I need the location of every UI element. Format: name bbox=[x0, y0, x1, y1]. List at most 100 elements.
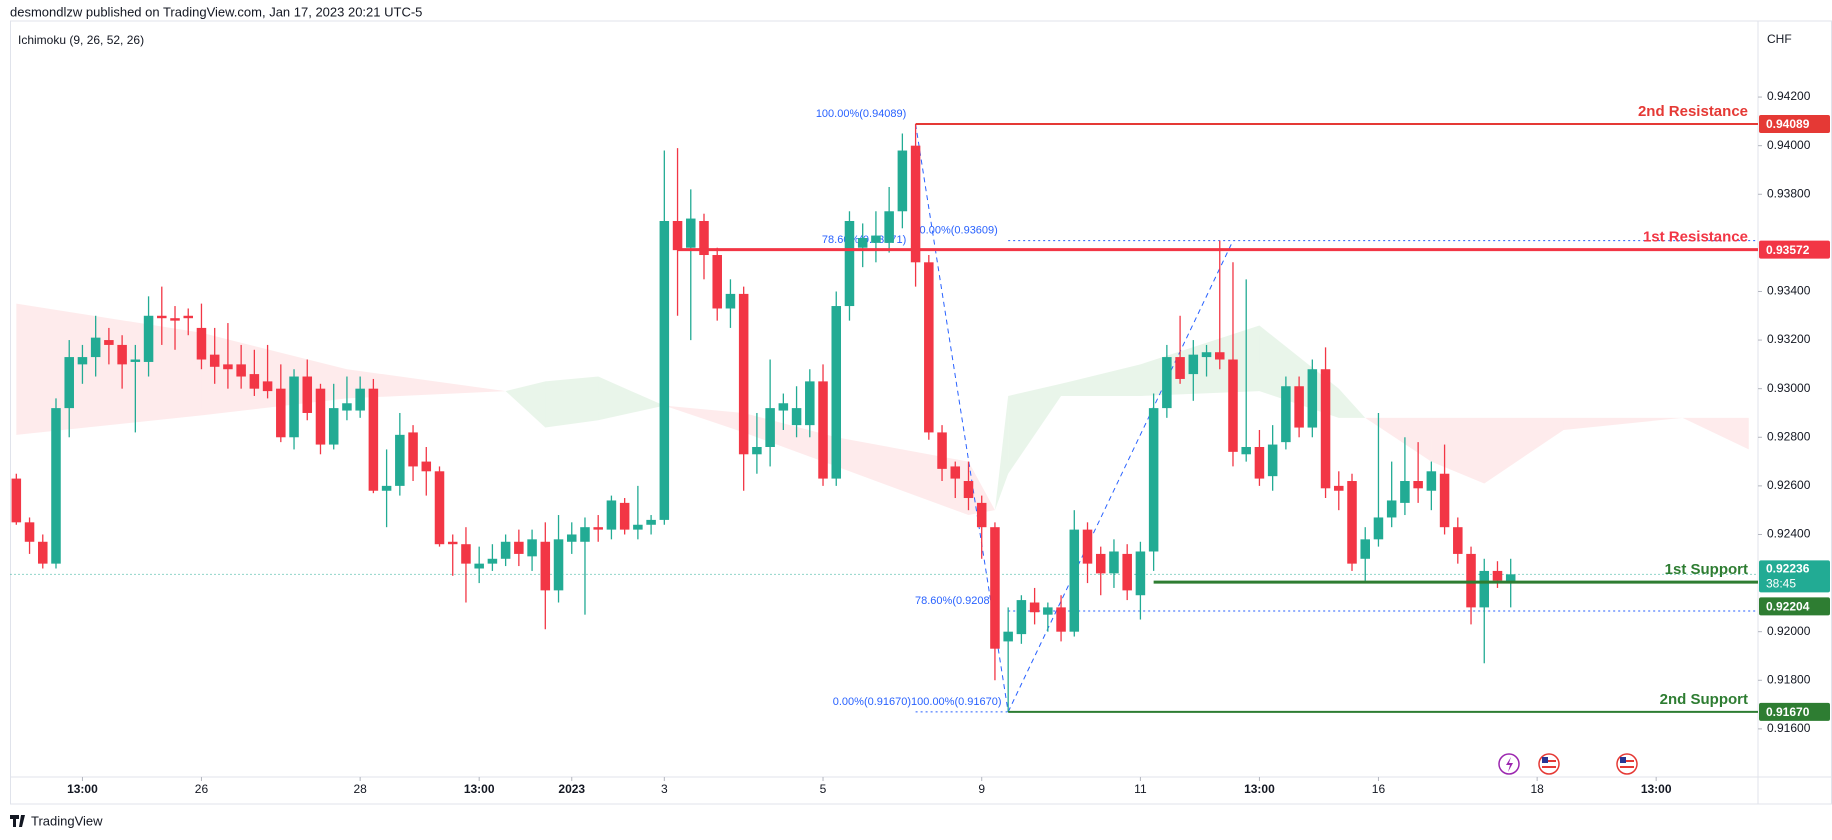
candle-body bbox=[64, 357, 74, 409]
ichimoku-cloud bbox=[598, 376, 665, 421]
candle-body bbox=[1439, 473, 1450, 528]
candle-body bbox=[196, 327, 207, 360]
ichimoku-cloud bbox=[346, 369, 506, 399]
x-tick-label: 5 bbox=[820, 782, 827, 796]
flag-stripe bbox=[1620, 760, 1634, 762]
candle-body bbox=[990, 527, 1000, 649]
candle-body bbox=[950, 466, 961, 479]
fib-label: 78.60%(0.9208 bbox=[915, 595, 990, 607]
x-tick-label: 13:00 bbox=[1244, 782, 1275, 796]
candle-body bbox=[1029, 602, 1040, 613]
candle-body bbox=[434, 471, 445, 545]
level-name: 1st Support bbox=[1665, 561, 1748, 578]
last-price-label: 0.92236 bbox=[1766, 562, 1810, 576]
candle-body bbox=[1360, 539, 1370, 559]
candle-body bbox=[1307, 369, 1318, 428]
event-icon[interactable] bbox=[1498, 753, 1520, 775]
candle-body bbox=[1281, 386, 1291, 443]
candle-body bbox=[1003, 631, 1013, 642]
candle-body bbox=[976, 502, 987, 528]
candle-body bbox=[924, 262, 934, 433]
x-tick-label: 13:00 bbox=[1641, 782, 1672, 796]
candle-body bbox=[249, 374, 260, 389]
ichimoku-cloud bbox=[1563, 417, 1683, 430]
level-price-label: 0.91670 bbox=[1766, 705, 1810, 719]
level-price-box bbox=[1759, 597, 1830, 616]
candle-body bbox=[1413, 481, 1423, 489]
ichimoku-cloud bbox=[16, 303, 202, 435]
candle-body bbox=[302, 376, 313, 413]
candle-body bbox=[871, 235, 881, 243]
y-tick-label: 0.94200 bbox=[1767, 89, 1811, 103]
flag-canton bbox=[1542, 757, 1548, 763]
candle-body bbox=[1016, 600, 1027, 635]
y-tick-label: 0.93200 bbox=[1767, 332, 1811, 346]
x-tick-label: 11 bbox=[1134, 782, 1147, 796]
brand-name: TradingView bbox=[31, 813, 103, 828]
candle-body bbox=[342, 403, 352, 411]
candle-body bbox=[1056, 607, 1066, 632]
ichimoku-cloud bbox=[1008, 383, 1062, 474]
candle-body bbox=[1214, 352, 1225, 360]
candle-body bbox=[553, 539, 564, 591]
candle-body bbox=[619, 502, 630, 530]
flag-stripe bbox=[1542, 760, 1556, 762]
y-tick-label: 0.93000 bbox=[1767, 381, 1811, 395]
candle-body bbox=[209, 354, 220, 367]
candle-body bbox=[1043, 607, 1053, 615]
candle-body bbox=[51, 408, 61, 564]
candle-body bbox=[910, 145, 921, 263]
candle-body bbox=[1135, 551, 1146, 596]
candle-body bbox=[831, 306, 842, 479]
candle-body bbox=[104, 340, 114, 345]
ichimoku-cloud bbox=[1484, 417, 1564, 484]
candle-body bbox=[857, 238, 868, 248]
candle-body bbox=[1386, 500, 1397, 518]
candle-body bbox=[646, 519, 656, 525]
y-tick-label: 0.91600 bbox=[1767, 721, 1811, 735]
x-tick-label: 26 bbox=[195, 782, 209, 796]
candle-body bbox=[1334, 485, 1344, 491]
level-price-box bbox=[1759, 240, 1830, 259]
countdown-label: 38:45 bbox=[1766, 577, 1796, 591]
fib-label: 0.00%(0.91670)100.00%(0.91670) bbox=[833, 696, 1002, 708]
candle-body bbox=[1294, 386, 1304, 428]
event-icons bbox=[1498, 753, 1638, 775]
level-name: 1st Resistance bbox=[1643, 229, 1748, 246]
candle-body bbox=[1453, 527, 1463, 554]
candle-body bbox=[289, 376, 299, 438]
x-tick-label: 18 bbox=[1530, 782, 1544, 796]
ichimoku-cloud bbox=[1682, 417, 1749, 450]
candle-body bbox=[1095, 553, 1106, 574]
candle-body bbox=[752, 446, 762, 455]
candle-body bbox=[183, 315, 193, 319]
candle-body bbox=[77, 357, 88, 365]
candle-body bbox=[593, 527, 603, 530]
candle-body bbox=[1162, 357, 1172, 409]
candle-body bbox=[527, 539, 537, 557]
ichimoku-cloud bbox=[1365, 417, 1432, 462]
candle-body bbox=[130, 359, 141, 362]
candle-body bbox=[1201, 352, 1212, 358]
candle-body bbox=[487, 558, 498, 564]
currency-label: CHF bbox=[1767, 32, 1792, 46]
x-tick-label: 2023 bbox=[558, 782, 585, 796]
ichimoku-cloud bbox=[664, 405, 744, 433]
candle-body bbox=[1505, 574, 1516, 583]
candle-body bbox=[1267, 444, 1278, 477]
ichimoku-cloud bbox=[505, 381, 546, 428]
candle-body bbox=[844, 220, 855, 307]
candle-body bbox=[633, 524, 643, 530]
event-bolt bbox=[1506, 757, 1513, 772]
candle-body bbox=[765, 408, 775, 447]
candle-body bbox=[580, 527, 590, 542]
candle-body bbox=[328, 408, 339, 445]
x-tick-label: 3 bbox=[661, 782, 668, 796]
fib-trend-line bbox=[1007, 240, 1234, 713]
flag-stripe bbox=[1620, 766, 1634, 768]
fib-label: 0.00%(0.93609) bbox=[920, 225, 998, 237]
candle-body bbox=[540, 541, 551, 591]
fib-label: 100.00%(0.94089) bbox=[816, 108, 907, 120]
brand-logo bbox=[10, 815, 25, 827]
ichimoku-cloud bbox=[1338, 388, 1366, 418]
